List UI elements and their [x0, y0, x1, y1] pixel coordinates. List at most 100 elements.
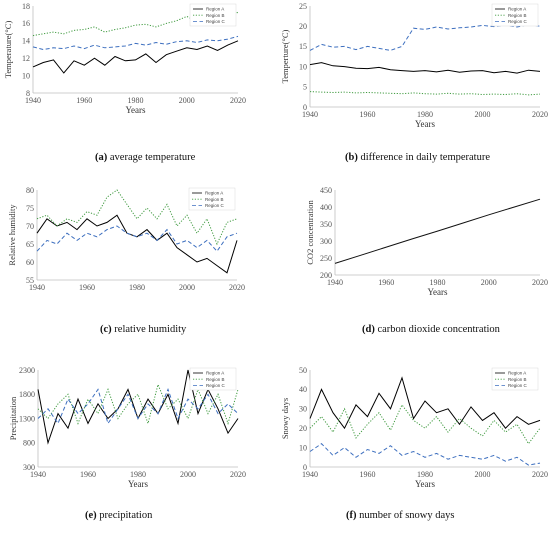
y-tick-label: 65 [26, 240, 34, 249]
y-tick-label: 300 [23, 463, 35, 472]
y-axis-label: Precipitation [8, 396, 18, 440]
x-tick-label: 2020 [230, 470, 246, 479]
series-line-region-b [37, 383, 239, 426]
x-tick-label: 1980 [130, 470, 146, 479]
x-tick-label: 1980 [417, 470, 433, 479]
series-line-region-c [36, 225, 238, 252]
legend-label: Region A [205, 191, 223, 196]
chart-d: 200 250 300 350 400 450 1940 1960 1980 2000 2020 CO… [305, 186, 548, 297]
series-line-region-a [32, 40, 239, 74]
series-line-region-b [309, 403, 541, 445]
y-tick-label: 15 [299, 42, 307, 51]
x-tick-label: 1940 [302, 110, 318, 119]
caption-b: (b) difference in daily temperature [345, 152, 490, 163]
y-tick-label: 10 [22, 71, 30, 80]
legend-label: Region C [508, 383, 528, 388]
caption-letter: (b) [345, 152, 358, 163]
caption-text: difference in daily temperature [357, 152, 491, 163]
x-tick-label: 1960 [76, 96, 92, 105]
x-tick-label: 2000 [179, 96, 195, 105]
legend-label: Region C [205, 203, 225, 208]
legend-label: Region C [508, 19, 528, 24]
x-tick-label: 2000 [475, 470, 491, 479]
caption-c: (c) relative humidity [100, 324, 186, 335]
x-tick-label: 1940 [327, 278, 343, 287]
legend-label: Region B [205, 197, 224, 202]
x-tick-label: 1940 [25, 96, 41, 105]
y-tick-label: 0 [303, 103, 307, 112]
x-tick-label: 1940 [302, 470, 318, 479]
legend-box [491, 3, 539, 27]
y-axis-label: CO2 concentration [305, 200, 315, 265]
y-tick-label: 1800 [19, 390, 35, 399]
y-axis-label: Snowy days [280, 398, 290, 439]
x-axis-label: Years [427, 287, 448, 297]
y-tick-label: 0 [303, 463, 307, 472]
caption-letter: (f) [346, 510, 357, 521]
legend-box [189, 367, 237, 391]
series-line-region-a [36, 214, 238, 274]
legend-label: Region C [206, 383, 226, 388]
caption-letter: (e) [85, 510, 97, 521]
y-tick-label: 8 [26, 89, 30, 98]
caption-text: number of snowy days [356, 510, 455, 521]
series-line-region-c [37, 387, 239, 425]
y-tick-label: 300 [320, 237, 332, 246]
x-axis-label: Years [128, 479, 149, 489]
y-axis-label: Relative humidity [7, 204, 17, 266]
x-axis-label: Years [415, 479, 436, 489]
y-tick-label: 800 [23, 439, 35, 448]
caption-letter: (d) [362, 324, 375, 335]
y-tick-label: 20 [299, 424, 307, 433]
x-tick-label: 1960 [378, 278, 394, 287]
y-tick-label: 18 [22, 2, 30, 11]
y-tick-label: 5 [303, 83, 307, 92]
y-axis-label: Temperature(°C) [3, 21, 13, 79]
y-tick-label: 14 [22, 37, 30, 46]
y-axis-label: Temperture(°C) [280, 29, 290, 83]
legend-box [491, 367, 539, 391]
x-tick-label: 1980 [128, 96, 144, 105]
y-tick-label: 50 [299, 366, 307, 375]
chart-c: 55 60 65 70 75 80 1940 1960 1980 2000 2020 Relative… [7, 186, 245, 292]
series-line-co2 [334, 198, 541, 264]
y-tick-label: 1300 [19, 414, 35, 423]
y-tick-label: 40 [299, 385, 307, 394]
x-tick-label: 1980 [417, 110, 433, 119]
series-line-region-c [309, 443, 541, 466]
y-tick-label: 55 [26, 276, 34, 285]
chart-b: 0 5 10 15 20 25 1940 1960 1980 2000 2020 Temperture… [280, 2, 548, 129]
caption-letter: (c) [100, 324, 112, 335]
x-tick-label: 1940 [30, 470, 46, 479]
series-line-region-a [309, 62, 541, 74]
caption-text: carbon dioxide concentration [374, 324, 500, 335]
y-tick-label: 70 [26, 222, 34, 231]
y-tick-label: 30 [299, 405, 307, 414]
y-tick-label: 200 [320, 271, 332, 280]
x-tick-label: 1960 [360, 110, 376, 119]
y-tick-label: 20 [299, 22, 307, 31]
x-tick-label: 2000 [180, 470, 196, 479]
caption-f: (f) number of snowy days [346, 510, 455, 521]
x-tick-label: 2020 [532, 110, 548, 119]
y-tick-label: 450 [320, 186, 332, 195]
x-tick-label: 2020 [532, 470, 548, 479]
x-tick-label: 1980 [129, 283, 145, 292]
series-line-region-b [309, 91, 541, 96]
x-tick-label: 1960 [360, 470, 376, 479]
y-tick-label: 10 [299, 443, 307, 452]
y-tick-label: 16 [22, 19, 30, 28]
y-tick-label: 400 [320, 203, 332, 212]
y-tick-label: 350 [320, 220, 332, 229]
caption-d: (d) carbon dioxide concentration [362, 324, 500, 335]
x-tick-label: 2020 [532, 278, 548, 287]
y-tick-label: 250 [320, 254, 332, 263]
chart-a: 8 10 12 14 16 18 1940 1960 1980 2000 2020 Temperatu… [3, 2, 246, 115]
y-tick-label: 75 [26, 204, 34, 213]
legend-label: Region B [206, 13, 225, 18]
legend-label: Region A [508, 371, 526, 376]
x-tick-label: 2020 [229, 283, 245, 292]
chart-e: 300 800 1300 1800 2300 1940 1960 1980 2000 2020 Pr… [8, 366, 246, 489]
series-line-region-c [309, 24, 541, 51]
